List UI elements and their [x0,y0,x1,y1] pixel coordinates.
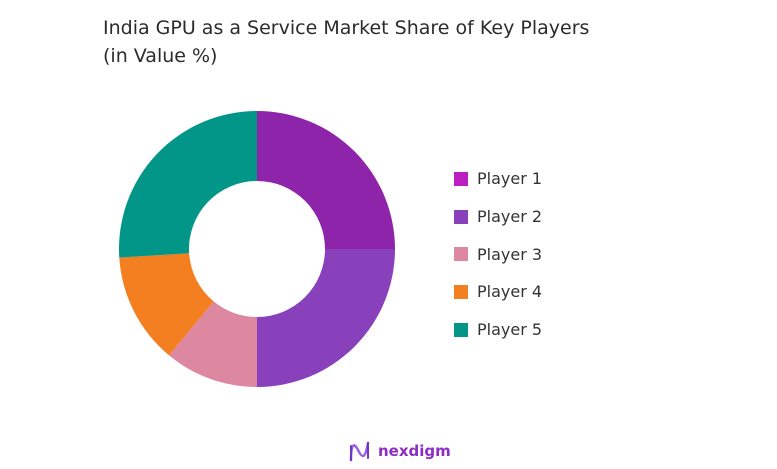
brand-logo: nexdigm [348,440,451,462]
donut-slice-5 [118,111,257,258]
legend-item-4: Player 4 [454,273,542,311]
legend-swatch [454,322,468,337]
chart-subtitle: (in Value %) [103,45,218,67]
legend-label: Player 5 [477,320,543,340]
legend-item-1: Player 1 [454,160,542,198]
legend: Player 1 Player 2 Player 3 Player 4 Player 5 [454,160,542,348]
legend-label: Player 4 [477,282,543,302]
legend-swatch [454,171,468,186]
chart-title: India GPU as a Service Market Share of K… [103,14,703,70]
legend-label: Player 2 [477,207,543,227]
donut-slice-2 [257,249,395,387]
donut-slice-3 [169,301,257,388]
legend-item-3: Player 3 [454,235,542,273]
legend-swatch [454,284,468,299]
legend-item-2: Player 2 [454,198,542,236]
legend-swatch [454,209,468,224]
donut-slice-1 [257,111,395,249]
legend-label: Player 1 [477,169,543,189]
legend-label: Player 3 [477,244,543,264]
legend-item-5: Player 5 [454,311,542,349]
legend-swatch [454,247,468,262]
brand-name: nexdigm [378,442,451,460]
chart-title-text: India GPU as a Service Market Share of K… [103,17,590,39]
nexdigm-logo-icon [349,441,370,462]
donut-slice-4 [119,253,214,356]
